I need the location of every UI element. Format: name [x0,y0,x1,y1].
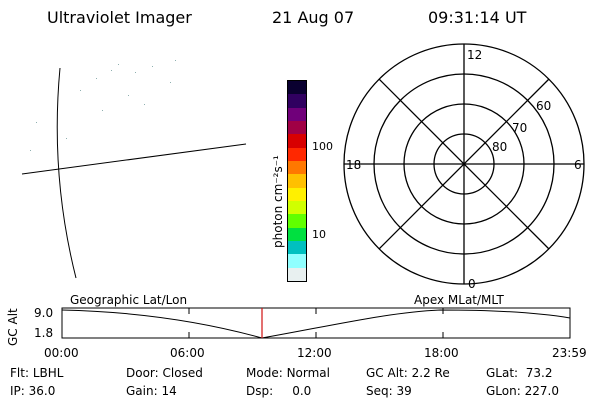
apex-label: Apex MLat/MLT [414,293,504,307]
y-tick-1-8: 1.8 [34,326,54,340]
colorbar-swatch [288,134,306,148]
colorbar-swatch [288,187,306,201]
geographic-grid-line [21,143,247,175]
info-gain: Gain: 14 [126,384,177,398]
clock-label-12: 12 [467,48,482,62]
info-glon: GLon: 227.0 [486,384,559,398]
time-tick-0600: 06:00 [170,346,205,360]
geographic-label: Geographic Lat/Lon [70,293,188,307]
y-tick-9: 9.0 [34,306,54,320]
colorbar-swatch [288,147,306,161]
colorbar-swatch [288,200,306,215]
clock-label-18: 18 [346,158,361,172]
time-tick-2359: 23:59 [552,346,587,360]
colorbar-swatch [288,120,306,135]
info-dsp: Dsp: 0.0 [246,384,312,398]
altitude-curve [61,309,571,339]
colorbar-swatch [288,174,306,188]
colorbar-swatch [288,240,306,255]
time-tick-1800: 18:00 [424,346,459,360]
colorbar-swatch [288,160,306,175]
earth-limb-line [56,67,77,279]
timeline-ticks [61,308,571,338]
colorbar-swatch [288,267,306,281]
colorbar-swatch [288,107,306,121]
colorbar-swatch [288,227,306,241]
info-ip: IP: 36.0 [10,384,56,398]
colorbar-swatch [288,81,306,95]
info-mode: Mode: Normal [246,366,330,380]
time-label: 09:31:14 UT [428,8,527,27]
info-glat: GLat: 73.2 [486,366,553,380]
info-gc-alt: GC Alt: 2.2 Re [366,366,450,380]
colorbar-tick-10: 10 [312,228,326,241]
diagonal-line-2 [378,78,550,250]
colorbar-swatch [288,94,306,108]
image-speckles [30,60,176,151]
lat-label-80: 80 [492,140,507,154]
color-scale-bar [287,80,307,282]
time-tick-0000: 00:00 [44,346,79,360]
date-label: 21 Aug 07 [272,8,355,27]
clock-label-0: 0 [468,277,476,291]
info-door: Door: Closed [126,366,203,380]
lat-label-60: 60 [536,99,551,113]
info-seq: Seq: 39 [366,384,412,398]
time-tick-1200: 12:00 [297,346,332,360]
clock-label-6: 6 [574,158,582,172]
colorbar-tick-100: 100 [312,140,333,153]
info-flt: Flt: LBHL [10,366,64,380]
colorbar-swatch [288,254,306,268]
instrument-title: Ultraviolet Imager [47,8,192,27]
lat-label-70: 70 [512,121,527,135]
colorbar-swatch [288,214,306,228]
